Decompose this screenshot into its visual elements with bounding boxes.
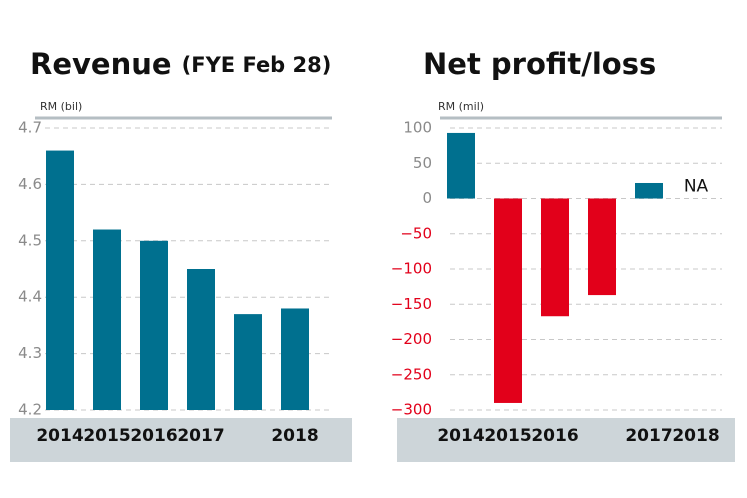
bar	[494, 198, 522, 403]
y-tick-label: −100	[391, 260, 432, 278]
y-axis-label: RM (bil)	[40, 100, 82, 113]
title: Revenue	[30, 47, 172, 81]
y-tick-label: −150	[391, 295, 432, 313]
y-tick-label: −250	[391, 365, 432, 383]
y-tick-label: −200	[391, 330, 432, 348]
annotation: NA	[684, 177, 709, 197]
chart-title: Net profit/loss	[423, 47, 656, 81]
x-tick-label: 2014	[36, 426, 83, 446]
x-tick-label: 2018	[672, 426, 719, 446]
x-tick-label: 2014	[437, 426, 484, 446]
y-tick-label: 4.7	[18, 119, 42, 137]
y-tick-label: 4.4	[18, 288, 42, 306]
axis-band	[397, 418, 735, 462]
bar	[46, 150, 74, 410]
x-tick-label: 2017	[177, 426, 224, 446]
y-tick-label: 100	[403, 119, 432, 137]
bar	[447, 132, 475, 199]
x-tick-label: 2015	[83, 426, 130, 446]
bar	[541, 198, 569, 317]
bar	[93, 229, 121, 410]
axis-band	[10, 418, 352, 462]
y-tick-label: 4.6	[18, 175, 42, 193]
y-tick-label: 0	[422, 189, 432, 207]
bar	[140, 240, 168, 410]
y-tick-label: 50	[413, 154, 432, 172]
x-tick-label: 2016	[531, 426, 578, 446]
x-tick-label: 2016	[130, 426, 177, 446]
y-tick-label: −50	[400, 224, 432, 242]
bar	[187, 269, 215, 410]
x-tick-label: 2017	[625, 426, 672, 446]
y-tick-label: −300	[391, 401, 432, 419]
x-tick-label: 2018	[271, 426, 318, 446]
subtitle: (FYE Feb 28)	[182, 53, 332, 77]
y-tick-label: 4.2	[18, 401, 42, 419]
y-axis-label: RM (mil)	[438, 100, 484, 113]
bar	[588, 198, 616, 296]
bar	[281, 308, 309, 410]
chart-title: Revenue (FYE Feb 28)	[30, 47, 331, 81]
y-tick-label: 4.5	[18, 231, 42, 249]
bar	[234, 314, 262, 410]
y-tick-label: 4.3	[18, 344, 42, 362]
x-tick-label: 2015	[484, 426, 531, 446]
bar	[635, 182, 663, 199]
